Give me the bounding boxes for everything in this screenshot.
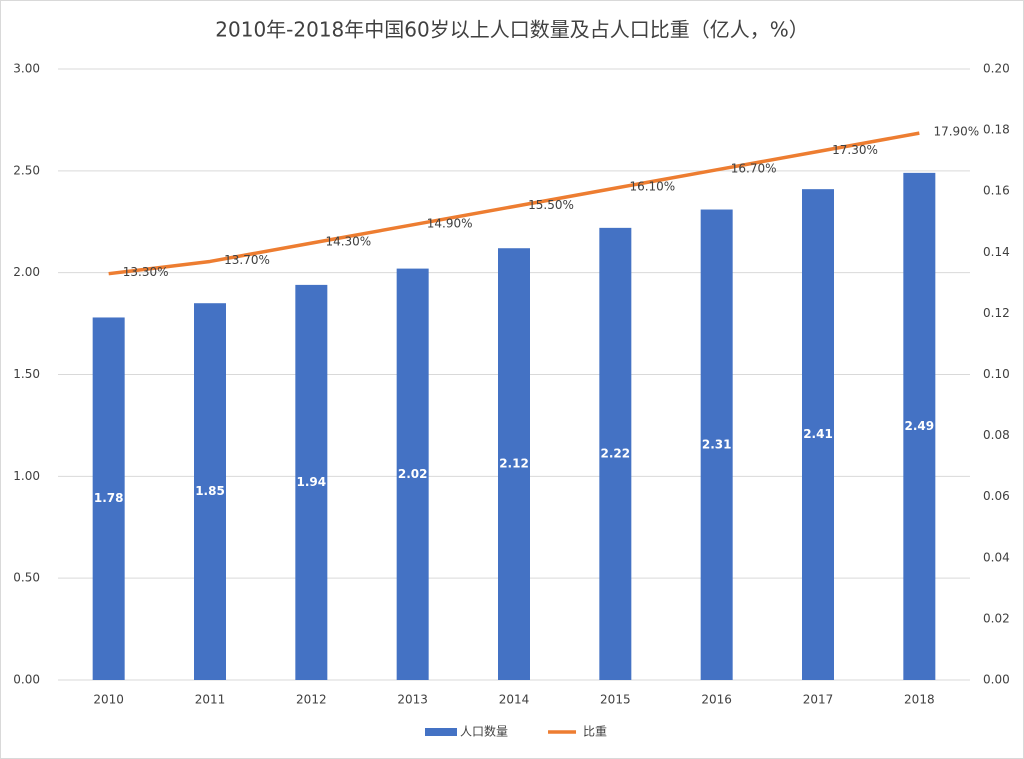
bar	[498, 248, 530, 680]
x-tick-label: 2012	[296, 693, 327, 707]
x-tick-label: 2011	[195, 693, 226, 707]
bar	[903, 172, 936, 680]
legend-swatch	[425, 728, 457, 736]
bar	[194, 303, 226, 680]
y-tick-label: 2.50	[13, 163, 40, 177]
y2-tick-label: 0.16	[983, 184, 1010, 198]
y2-tick-label: 0.08	[983, 428, 1010, 442]
line	[108, 131, 920, 276]
line-value-label: 14.30%	[325, 235, 371, 249]
y2-tick-label: 0.06	[983, 489, 1010, 503]
line-value-label: 14.90%	[427, 216, 473, 230]
x-tick-label: 2016	[701, 693, 732, 707]
bar	[599, 227, 632, 681]
bar-value-label: 2.49	[905, 419, 935, 433]
bar-value-label: 1.78	[94, 491, 124, 505]
y-tick-label: 0.50	[13, 571, 40, 585]
bar-value-label: 1.94	[297, 475, 327, 489]
line-value-label: 17.90%	[933, 125, 979, 139]
bar-value-label: 2.12	[499, 457, 529, 471]
bar-value-label: 1.85	[195, 484, 225, 498]
bar-value-label: 2.41	[803, 427, 833, 441]
x-tick-label: 2015	[600, 693, 631, 707]
y2-tick-label: 0.20	[983, 62, 1010, 76]
y-tick-label: 0.00	[13, 673, 40, 687]
chart-title: 2010年-2018年中国60岁以上人口数量及占人口比重（亿人，%）	[215, 18, 808, 42]
line-value-label: 15.50%	[528, 198, 574, 212]
line-value-label: 13.70%	[224, 253, 270, 267]
x-tick-label: 2014	[499, 693, 530, 707]
line-value-label: 17.30%	[832, 143, 878, 157]
x-tick-label: 2013	[397, 693, 428, 707]
x-tick-label: 2018	[904, 693, 935, 707]
y2-tick-label: 0.10	[983, 367, 1010, 381]
bar	[92, 317, 125, 680]
y2-tick-label: 0.12	[983, 306, 1010, 320]
y2-tick-label: 0.02	[983, 611, 1010, 625]
bar	[700, 209, 733, 680]
bar-value-label: 2.31	[702, 437, 732, 451]
x-tick-label: 2017	[803, 693, 834, 707]
y2-tick-label: 0.14	[983, 245, 1010, 259]
y2-tick-label: 0.04	[983, 550, 1010, 564]
line-value-label: 16.10%	[629, 180, 675, 194]
y-tick-label: 2.00	[13, 265, 40, 279]
bar-value-label: 2.02	[398, 467, 428, 481]
y-tick-label: 1.00	[13, 469, 40, 483]
bar	[396, 268, 429, 680]
y2-tick-label: 0.00	[983, 673, 1010, 687]
y-tick-label: 3.00	[13, 62, 40, 76]
legend-label: 人口数量	[460, 724, 508, 739]
y2-tick-label: 0.18	[983, 123, 1010, 137]
x-tick-label: 2010	[93, 693, 124, 707]
bar-value-label: 2.22	[601, 446, 631, 460]
bar	[295, 284, 328, 680]
bar	[802, 189, 834, 680]
legend-label: 比重	[583, 725, 607, 739]
line-value-label: 16.70%	[731, 161, 777, 175]
line-value-label: 13.30%	[123, 265, 169, 279]
y-tick-label: 1.50	[13, 367, 40, 381]
